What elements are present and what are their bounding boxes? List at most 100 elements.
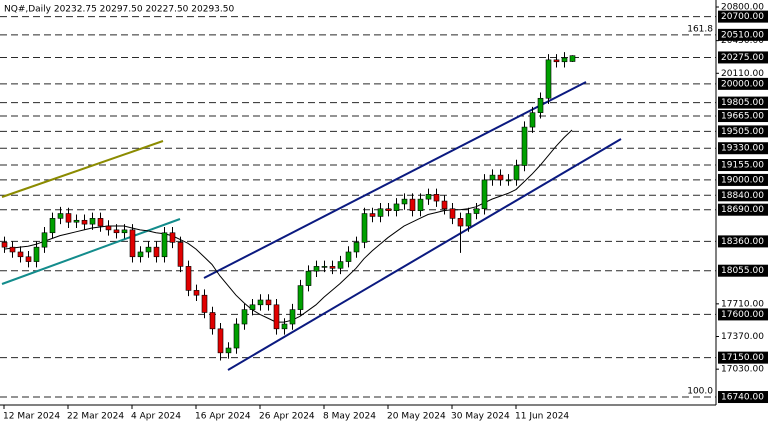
level-box — [718, 308, 768, 321]
candle-body — [313, 266, 320, 272]
candle-body — [217, 328, 224, 354]
candle-body — [321, 266, 328, 268]
candle-body — [425, 194, 432, 200]
candle-body — [257, 299, 264, 306]
candle-body — [569, 55, 576, 62]
level-label: 18840.00 — [721, 191, 764, 201]
y-tick-label: 17370.00 — [721, 332, 764, 342]
x-tick-label: 8 May 2024 — [323, 412, 376, 422]
candle-body — [505, 179, 512, 182]
fib-label: 161.8 — [687, 25, 713, 35]
level-label: 19155.00 — [721, 161, 764, 171]
candle-body — [377, 208, 384, 217]
y-tick-label: 17030.00 — [721, 365, 764, 375]
level-box — [718, 189, 768, 202]
candle-body — [441, 200, 448, 210]
x-tick-label: 12 Mar 2024 — [3, 412, 60, 422]
level-box — [718, 96, 768, 109]
level-box — [718, 391, 768, 404]
candle-body — [41, 232, 48, 248]
candle-body — [353, 242, 360, 253]
level-label: 17150.00 — [721, 353, 764, 363]
candle-body — [473, 208, 480, 214]
candle-body — [545, 59, 552, 99]
level-box — [718, 203, 768, 216]
candle-body — [9, 246, 16, 253]
candle-body — [281, 323, 288, 330]
candle-body — [17, 251, 24, 258]
trend-line — [1, 218, 181, 285]
candle-body — [97, 218, 104, 227]
candle-body — [401, 198, 408, 205]
candle-body — [137, 251, 144, 258]
level-label: 17600.00 — [721, 310, 764, 320]
x-tick-label: 22 Mar 2024 — [67, 412, 124, 422]
level-box — [718, 142, 768, 155]
fib-label: 100.0 — [687, 387, 713, 397]
level-label: 19805.00 — [721, 98, 764, 108]
candle-body — [297, 285, 304, 310]
candle-body — [33, 246, 40, 262]
candle-body — [497, 174, 504, 181]
level-box — [718, 51, 768, 64]
level-box — [718, 77, 768, 90]
candle-body — [177, 242, 184, 267]
level-label: 20275.00 — [721, 53, 764, 63]
candle-body — [193, 290, 200, 296]
level-label: 19665.00 — [721, 112, 764, 122]
candle-body — [233, 323, 240, 349]
y-tick-label: 20800.00 — [721, 3, 764, 13]
candle-body — [249, 304, 256, 310]
candle-body — [521, 126, 528, 166]
candle-body — [49, 218, 56, 234]
level-label: 19000.00 — [721, 175, 764, 185]
y-tick-label: 17710.00 — [721, 299, 764, 309]
level-label: 18055.00 — [721, 266, 764, 276]
candle-body — [481, 179, 488, 210]
candle-body — [457, 218, 464, 227]
candle-body — [393, 203, 400, 211]
level-label: 18360.00 — [721, 237, 764, 247]
candle-body — [81, 219, 88, 225]
candle-body — [25, 256, 32, 262]
candle-body — [529, 112, 536, 128]
candle-body — [537, 97, 544, 113]
candle-body — [433, 194, 440, 202]
chart-title: NQ#,Daily 20232.75 20297.50 20227.50 202… — [4, 5, 234, 15]
channel-line — [227, 138, 622, 371]
level-label: 20700.00 — [721, 12, 764, 22]
candle-body — [65, 213, 72, 223]
x-tick-label: 16 Apr 2024 — [195, 412, 251, 422]
level-box — [718, 159, 768, 172]
x-tick-label: 20 May 2024 — [387, 412, 446, 422]
candle-body — [345, 251, 352, 262]
candle-body — [361, 213, 368, 243]
x-tick-label: 4 Apr 2024 — [131, 412, 181, 422]
candle-body — [225, 347, 232, 354]
candle-body — [169, 232, 176, 243]
level-label: 20000.00 — [721, 79, 764, 89]
candle-body — [369, 213, 376, 217]
candle-body — [89, 218, 96, 225]
level-label: 19505.00 — [721, 127, 764, 137]
levels — [0, 16, 716, 398]
level-label: 20510.00 — [721, 30, 764, 40]
channel-line — [203, 81, 587, 279]
candle-body — [409, 198, 416, 211]
candle-body — [153, 246, 160, 258]
candle-body — [57, 213, 64, 219]
candle-body — [121, 229, 128, 234]
candle-body — [145, 246, 152, 253]
candle-body — [105, 225, 112, 231]
candle-body — [265, 299, 272, 306]
candle-body — [113, 229, 120, 234]
candle-body — [449, 208, 456, 219]
level-box — [718, 125, 768, 138]
candle-body — [553, 59, 560, 63]
candles — [1, 52, 576, 361]
level-label: 16740.00 — [721, 393, 764, 403]
level-box — [718, 264, 768, 277]
